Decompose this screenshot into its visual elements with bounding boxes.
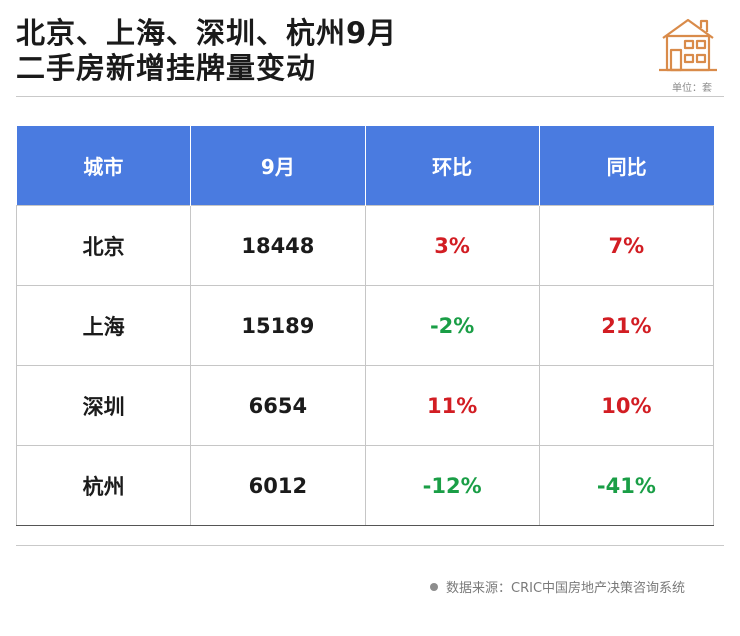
cell-mom: 11% xyxy=(364,365,540,446)
table-row: 深圳 6654 11% 10% xyxy=(15,365,715,446)
cell-september: 6654 xyxy=(190,365,366,446)
header-city: 城市 xyxy=(16,126,192,206)
source-note: 数据来源：CRIC中国房地产决策咨询系统 xyxy=(430,577,685,596)
table-header-row: 城市 9月 环比 同比 xyxy=(16,126,714,206)
cell-yoy: -41% xyxy=(538,445,715,526)
cell-mom: 3% xyxy=(364,205,540,286)
table-row: 上海 15189 -2% 21% xyxy=(15,285,715,366)
chart-title-line-1: 北京、上海、深圳、杭州9月 xyxy=(16,16,398,50)
bottom-divider xyxy=(16,545,724,546)
cell-city: 上海 xyxy=(15,285,192,366)
header-yoy: 同比 xyxy=(538,126,714,206)
header-september: 9月 xyxy=(190,126,366,206)
top-divider xyxy=(16,96,724,97)
cell-city: 北京 xyxy=(15,205,192,286)
cell-city: 深圳 xyxy=(15,365,192,446)
cell-september: 6012 xyxy=(190,445,366,526)
table-row: 杭州 6012 -12% -41% xyxy=(15,445,715,526)
house-icon xyxy=(659,18,717,72)
cell-yoy: 21% xyxy=(538,285,715,366)
cell-city: 杭州 xyxy=(15,445,192,526)
table-row: 北京 18448 3% 7% xyxy=(15,205,715,286)
cell-september: 18448 xyxy=(190,205,366,286)
unit-label: 单位：套 xyxy=(672,83,712,94)
cell-mom: -2% xyxy=(364,285,540,366)
source-text: 数据来源：CRIC中国房地产决策咨询系统 xyxy=(446,581,686,596)
chart-title: 北京、上海、深圳、杭州9月 二手房新增挂牌量变动 xyxy=(16,16,397,86)
bullet-icon xyxy=(430,583,438,591)
data-table: 城市 9月 环比 同比 北京 18448 3% 7% 上海 15189 -2% … xyxy=(15,126,715,526)
chart-title-line-2: 二手房新增挂牌量变动 xyxy=(16,51,317,85)
cell-yoy: 10% xyxy=(538,365,715,446)
header-mom: 环比 xyxy=(364,126,540,206)
cell-yoy: 7% xyxy=(538,205,715,286)
cell-mom: -12% xyxy=(364,445,540,526)
cell-september: 15189 xyxy=(190,285,366,366)
